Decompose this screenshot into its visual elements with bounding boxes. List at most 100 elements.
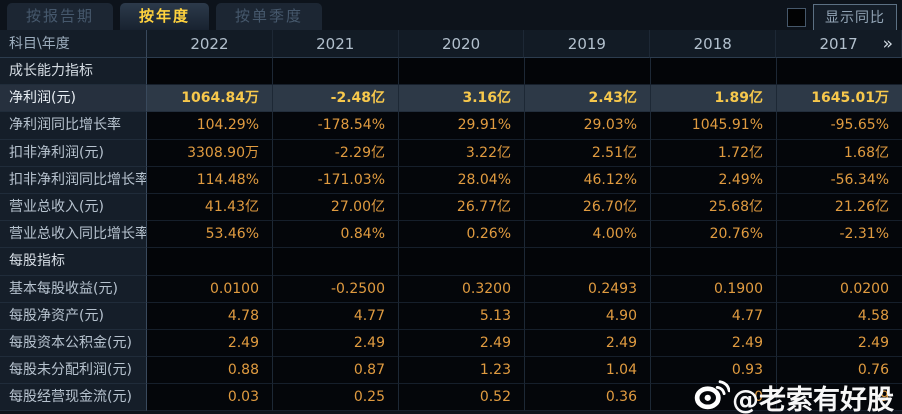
table-row[interactable]: 每股未分配利润(元) 0.88 0.87 1.23 1.04 0.93 0.76 bbox=[0, 357, 902, 385]
cell-value: 4.77 bbox=[651, 302, 777, 330]
cell-value: 4.90 bbox=[525, 302, 651, 330]
cell-value: 2.49 bbox=[777, 329, 902, 358]
corner-header-cell: 科目\年度 bbox=[0, 30, 147, 58]
cell-value: 104.29% bbox=[147, 112, 273, 140]
show-yoy-checkbox[interactable] bbox=[787, 8, 806, 27]
cell-value: -56.34% bbox=[777, 166, 902, 194]
section-row: 每股指标 bbox=[0, 248, 902, 276]
cell-value: 1.04 bbox=[525, 357, 651, 385]
cell-value: 0.88 bbox=[147, 357, 273, 385]
cell-value bbox=[147, 58, 273, 86]
row-label: 基本每股收益(元) bbox=[0, 275, 147, 303]
cell-value: 0.36 bbox=[525, 384, 651, 412]
cell-value: 0.0200 bbox=[777, 275, 902, 303]
show-yoy-label[interactable]: 显示同比 bbox=[813, 4, 897, 31]
cell-value: 0.84% bbox=[273, 221, 399, 249]
cell-value: 2.49 bbox=[273, 329, 399, 358]
cell-value: 2.49 bbox=[651, 329, 777, 358]
watermark: @老索有好股 bbox=[694, 377, 894, 414]
cell-value: 29.91% bbox=[399, 112, 525, 140]
cell-value: 0.52 bbox=[399, 384, 525, 412]
table-row[interactable]: 每股净资产(元) 4.78 4.77 5.13 4.90 4.77 4.58 bbox=[0, 302, 902, 330]
year-header-2017: 2017 bbox=[776, 30, 902, 58]
year-header-2021: 2021 bbox=[272, 30, 399, 58]
year-header-2018: 2018 bbox=[650, 30, 777, 58]
row-label: 成长能力指标 bbox=[0, 58, 147, 86]
cell-value: 26.70亿 bbox=[525, 193, 651, 222]
cell-value: 46.12% bbox=[525, 166, 651, 194]
cell-value: 28.04% bbox=[399, 166, 525, 194]
table-row[interactable]: 扣非净利润(元) 3308.90万 -2.29亿 3.22亿 2.51亿 1.72亿 1.6… bbox=[0, 139, 902, 167]
cell-value: 41.43亿 bbox=[147, 193, 273, 222]
cell-value: 1645.01万 bbox=[777, 85, 902, 113]
cell-value: 0.93 bbox=[651, 357, 777, 385]
indicators-table: 科目\年度 2022 2021 2020 2019 2018 2017 » 成长… bbox=[0, 30, 902, 414]
cell-value: -2.29亿 bbox=[273, 139, 399, 167]
cell-value: 0.76 bbox=[777, 357, 902, 385]
cell-value bbox=[651, 248, 777, 276]
cell-value: 0.87 bbox=[273, 357, 399, 385]
cell-value: 0.26% bbox=[399, 221, 525, 249]
cell-value: 1.89亿 bbox=[651, 85, 777, 113]
cell-value: 4.58 bbox=[777, 302, 902, 330]
double-chevron-right-icon[interactable]: » bbox=[882, 34, 893, 54]
table-row[interactable]: 扣非净利润同比增长率 114.48% -171.03% 28.04% 46.12% 2.4… bbox=[0, 166, 902, 194]
table-row[interactable]: 营业总收入同比增长率 53.46% 0.84% 0.26% 4.00% 20.76% -2.… bbox=[0, 221, 902, 249]
tab-by-year[interactable]: 按年度 bbox=[120, 3, 210, 30]
cell-value: 0.03 bbox=[147, 384, 273, 412]
row-label: 每股指标 bbox=[0, 248, 147, 276]
cell-value: 1.68亿 bbox=[777, 139, 902, 167]
cell-value: 2.49 bbox=[147, 329, 273, 358]
cell-value: 29.03% bbox=[525, 112, 651, 140]
cell-value: -171.03% bbox=[273, 166, 399, 194]
cell-value: 5.13 bbox=[399, 302, 525, 330]
cell-value: 2.43亿 bbox=[525, 85, 651, 113]
cell-value: 0.2493 bbox=[525, 275, 651, 303]
weibo-icon bbox=[694, 377, 732, 414]
cell-value bbox=[399, 58, 525, 86]
cell-value bbox=[273, 248, 399, 276]
tab-by-single-quarter[interactable]: 按单季度 bbox=[216, 3, 323, 30]
cell-value: 2.51亿 bbox=[525, 139, 651, 167]
cell-value: 3308.90万 bbox=[147, 139, 273, 167]
year-header-2020: 2020 bbox=[398, 30, 525, 58]
table-row[interactable]: 净利润(元) 1064.84万 -2.48亿 3.16亿 2.43亿 1.89亿 1645.… bbox=[0, 85, 902, 113]
cell-value: 1064.84万 bbox=[147, 85, 273, 113]
cell-value: -2.48亿 bbox=[273, 85, 399, 113]
row-label: 扣非净利润同比增长率 bbox=[0, 166, 147, 194]
tab-by-report-period[interactable]: 按报告期 bbox=[7, 3, 114, 30]
cell-value: -95.65% bbox=[777, 112, 902, 140]
row-label: 净利润(元) bbox=[0, 85, 147, 113]
table-row[interactable]: 净利润同比增长率 104.29% -178.54% 29.91% 29.03% 1045.… bbox=[0, 112, 902, 140]
cell-value: 3.16亿 bbox=[399, 85, 525, 113]
cell-value: 20.76% bbox=[651, 221, 777, 249]
row-label: 营业总收入同比增长率 bbox=[0, 221, 147, 249]
cell-value: 0.0100 bbox=[147, 275, 273, 303]
cell-value: 4.77 bbox=[273, 302, 399, 330]
year-header-2022: 2022 bbox=[147, 30, 273, 58]
cell-value: 9 bbox=[777, 384, 902, 412]
row-label: 每股净资产(元) bbox=[0, 302, 147, 330]
cell-value: 114.48% bbox=[147, 166, 273, 194]
cell-value: 1.72亿 bbox=[651, 139, 777, 167]
cell-value: 53.46% bbox=[147, 221, 273, 249]
cell-value: 4.78 bbox=[147, 302, 273, 330]
row-label: 营业总收入(元) bbox=[0, 193, 147, 222]
table-row[interactable]: 基本每股收益(元) 0.0100 -0.2500 0.3200 0.2493 0.1900… bbox=[0, 275, 902, 303]
section-row: 成长能力指标 bbox=[0, 58, 902, 86]
table-row[interactable]: 营业总收入(元) 41.43亿 27.00亿 26.77亿 26.70亿 25.68亿 21… bbox=[0, 193, 902, 222]
cell-value: 0.3200 bbox=[399, 275, 525, 303]
cell-value: 27.00亿 bbox=[273, 193, 399, 222]
cell-value: -178.54% bbox=[273, 112, 399, 140]
cell-value: 3.22亿 bbox=[399, 139, 525, 167]
cell-value: 0.25 bbox=[273, 384, 399, 412]
cell-value: -2.31% bbox=[777, 221, 902, 249]
row-label: 每股经营现金流(元) bbox=[0, 384, 147, 412]
table-body: 成长能力指标 净利润(元) 1064.84万 -2.48亿 3.16亿 2.43亿 1.89… bbox=[0, 58, 902, 412]
row-label: 净利润同比增长率 bbox=[0, 112, 147, 140]
row-label: 扣非净利润(元) bbox=[0, 139, 147, 167]
table-row[interactable]: 每股资本公积金(元) 2.49 2.49 2.49 2.49 2.49 2.49 bbox=[0, 329, 902, 358]
cell-value: 21.26亿 bbox=[777, 193, 902, 222]
year-header-2019: 2019 bbox=[524, 30, 651, 58]
